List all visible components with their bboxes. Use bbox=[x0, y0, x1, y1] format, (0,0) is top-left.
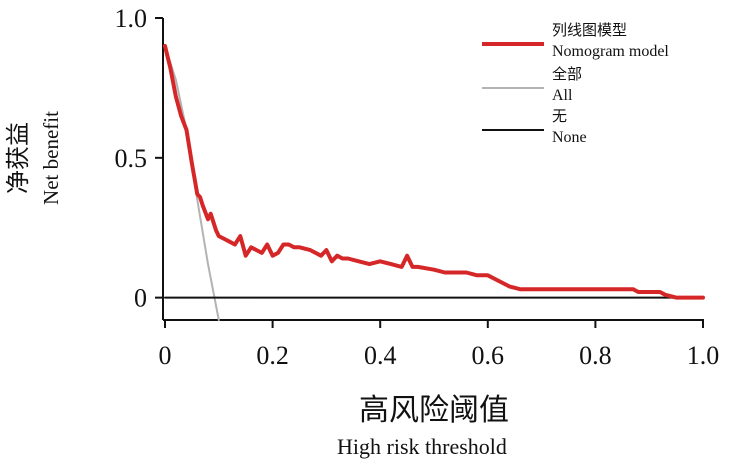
legend-label-zh-model: 列线图模型 bbox=[552, 21, 627, 39]
axes: 0 0.5 1.0 0 0.2 0.4 0.6 0.8 1.0 bbox=[115, 4, 720, 370]
legend: 列线图模型 Nomogram model 全部 All 无 None bbox=[482, 21, 669, 146]
legend-label-en-none: None bbox=[552, 129, 587, 146]
y-axis-label-zh: 净获益 bbox=[4, 122, 32, 194]
x-tick-label: 0.6 bbox=[472, 341, 505, 370]
y-tick-label: 0.5 bbox=[115, 144, 148, 173]
x-tick-label: 1.0 bbox=[687, 341, 720, 370]
y-axis-label-en: Net benefit bbox=[39, 111, 63, 205]
legend-label-en-all: All bbox=[552, 87, 573, 104]
y-tick-label: 0 bbox=[134, 284, 147, 313]
x-axis-label-en: High risk threshold bbox=[337, 434, 507, 459]
x-tick-label: 0.8 bbox=[579, 341, 612, 370]
series-line-model bbox=[163, 44, 705, 300]
legend-label-zh-none: 无 bbox=[552, 107, 567, 125]
x-tick-label: 0.2 bbox=[256, 341, 289, 370]
y-tick-label: 1.0 bbox=[115, 4, 148, 33]
legend-label-zh-all: 全部 bbox=[552, 65, 582, 83]
x-tick-label: 0 bbox=[159, 341, 172, 370]
series-lines bbox=[163, 44, 705, 321]
x-axis-label-zh: 高风险阈值 bbox=[359, 393, 509, 428]
x-tick-label: 0.4 bbox=[364, 341, 397, 370]
legend-label-en-model: Nomogram model bbox=[552, 43, 669, 60]
